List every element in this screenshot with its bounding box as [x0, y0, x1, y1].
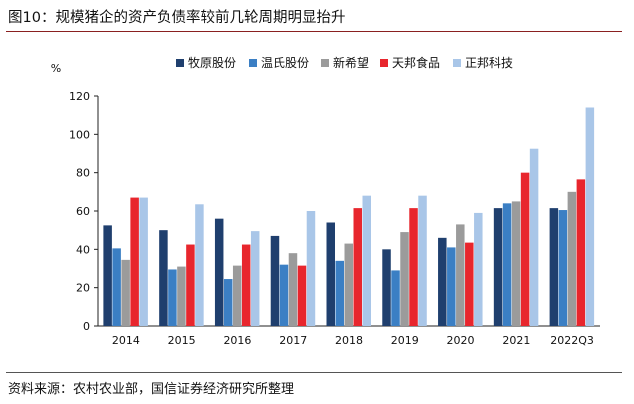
bar: [168, 269, 177, 326]
bar: [409, 208, 418, 326]
legend-label: 天邦食品: [392, 55, 440, 70]
x-tick-label: 2022Q3: [550, 334, 594, 347]
bar: [241, 244, 251, 326]
bar: [103, 225, 112, 326]
bar: [186, 244, 195, 326]
bar: [306, 211, 316, 326]
bar: [456, 224, 465, 326]
bar: [232, 265, 242, 326]
bar: [576, 179, 586, 326]
y-tick-label: 40: [76, 243, 90, 256]
y-tick-label: 0: [83, 320, 90, 333]
bar: [520, 172, 530, 326]
legend-swatch: [176, 59, 184, 67]
bar: [139, 197, 148, 326]
bar: [511, 201, 521, 326]
chart-legend: 牧原股份 温氏股份 新希望 天邦食品 正邦科技: [176, 55, 513, 70]
legend-label: 正邦科技: [465, 56, 513, 70]
bar: [214, 218, 224, 326]
y-axis: 0 20 40 60 80 100 120: [69, 90, 99, 333]
bar: [112, 248, 121, 326]
bar: [391, 270, 400, 326]
x-axis: 2014 2015 2016 2017 2018 2019 2020 2021 2022Q3: [98, 325, 600, 347]
bar: [567, 191, 577, 326]
legend-label: 牧原股份: [188, 56, 236, 70]
bar: [130, 197, 139, 326]
y-tick-label: 60: [76, 205, 90, 218]
x-tick-label: 2017: [279, 334, 307, 347]
bar: [344, 243, 353, 326]
legend-label: 温氏股份: [261, 56, 309, 70]
figure-title: 图10：规模猪企的资产负债率较前几轮周期明显抬升: [8, 10, 346, 26]
y-tick-label: 80: [76, 167, 90, 180]
legend-label: 新希望: [333, 55, 369, 70]
bar: [447, 247, 456, 326]
y-axis-unit: %: [51, 62, 61, 75]
bar: [529, 148, 539, 326]
bar: [223, 279, 233, 326]
bar: [177, 266, 186, 326]
bar: [418, 195, 427, 326]
bar: [474, 212, 483, 326]
title-divider: [6, 31, 622, 32]
bar: [288, 253, 298, 326]
bar: [335, 260, 344, 326]
bar: [558, 210, 568, 326]
x-tick-label: 2021: [502, 334, 530, 347]
bar: [159, 230, 168, 326]
x-tick-label: 2015: [168, 334, 196, 347]
bar: [297, 265, 307, 326]
bar: [326, 222, 335, 326]
source-divider: [6, 372, 622, 373]
bar: [549, 208, 559, 326]
legend-swatch: [249, 59, 257, 67]
y-tick-label: 120: [69, 90, 90, 103]
bar: [465, 242, 474, 326]
bar: [250, 231, 260, 326]
bar: [400, 232, 409, 326]
bar: [438, 237, 447, 326]
legend-swatch: [380, 59, 388, 67]
bar: [353, 208, 362, 326]
bar: [195, 204, 204, 326]
x-tick-label: 2018: [335, 334, 363, 347]
bar: [502, 203, 512, 326]
legend-swatch: [453, 59, 461, 67]
x-tick-label: 2020: [447, 334, 475, 347]
bar: [362, 195, 371, 326]
y-tick-label: 100: [69, 128, 90, 141]
x-tick-label: 2016: [223, 334, 251, 347]
x-tick-label: 2014: [112, 334, 140, 347]
x-tick-label: 2019: [391, 334, 419, 347]
bar: [382, 249, 391, 326]
bar: [270, 235, 280, 326]
bars: [103, 107, 595, 326]
y-tick-label: 20: [76, 282, 90, 295]
legend-swatch: [321, 59, 329, 67]
bar: [585, 107, 595, 326]
bar: [493, 208, 503, 326]
bar: [279, 264, 289, 326]
bar: [121, 259, 130, 326]
source-note: 资料来源：农村农业部，国信证券经济研究所整理: [8, 382, 295, 397]
